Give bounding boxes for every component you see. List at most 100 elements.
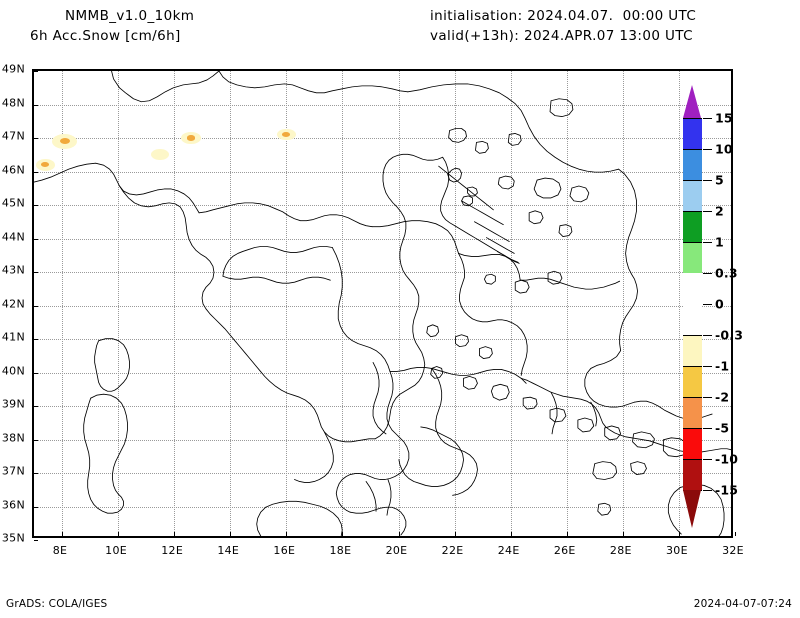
y-axis-tick-label: 43N: [1, 263, 25, 277]
gridline-vertical: [398, 71, 400, 536]
colorbar-tick-label: -15: [715, 482, 739, 498]
y-axis-tick-label: 42N: [1, 297, 25, 310]
colorbar-tick-label: 1: [715, 234, 724, 250]
gridline-horizontal: [34, 339, 731, 340]
gridline-vertical: [622, 71, 624, 536]
colorbar-tick-label: -2: [715, 389, 730, 405]
gridline-vertical: [342, 71, 344, 536]
y-axis-tick-label: 36N: [1, 498, 25, 511]
y-tick-mark: [34, 238, 38, 240]
colorbar-tick-mark: [703, 490, 712, 491]
y-tick-mark: [34, 339, 38, 340]
y-tick-mark: [34, 540, 38, 541]
colorbar-tick-mark: [703, 397, 712, 398]
colorbar-tick-label: 10: [715, 141, 733, 157]
x-tick-mark: [678, 532, 680, 536]
x-tick-mark: [62, 532, 64, 536]
colorbar-tick-label: 5: [715, 172, 724, 188]
x-tick-mark: [286, 532, 288, 536]
colorbar-tick-mark: [703, 180, 712, 181]
x-axis-tick-label: 10E: [105, 544, 128, 557]
colorbar-band: [683, 273, 702, 305]
x-tick-mark: [622, 532, 624, 536]
y-tick-mark: [34, 305, 38, 307]
y-axis-tick-label: 41N: [1, 330, 25, 344]
x-axis-tick-label: 18E: [329, 544, 352, 557]
gridline-horizontal: [34, 372, 731, 374]
x-tick-mark: [342, 532, 344, 536]
colorbar-band: [683, 304, 702, 336]
map-plot-area[interactable]: [32, 69, 736, 541]
initialisation-text: initialisation: 2024.04.07. 00:00 UTC: [430, 8, 697, 24]
colorbar-extend-min: [683, 490, 701, 528]
x-axis-tick-label: 28E: [609, 544, 632, 557]
colorbar-tick-mark: [703, 118, 712, 119]
x-axis-tick-label: 8E: [52, 544, 68, 557]
x-tick-mark: [174, 532, 176, 536]
y-axis-tick-label: 37N: [1, 464, 25, 478]
x-tick-mark: [230, 532, 232, 536]
coastlines-and-borders: [34, 71, 731, 536]
model-title: NMMB_v1.0_10km: [65, 8, 195, 24]
x-tick-mark: [735, 532, 736, 536]
field-title: 6h Acc.Snow [cm/6h]: [30, 28, 181, 44]
valid-time-text: valid(+13h): 2024.APR.07 13:00 UTC: [430, 28, 693, 44]
colorbar-tick-label: 0: [715, 296, 724, 312]
colorbar-tick-label: -5: [715, 420, 730, 436]
x-axis-tick-label: 24E: [497, 544, 520, 557]
y-axis-tick-label: 39N: [1, 397, 25, 411]
colorbar-tick-mark: [703, 366, 712, 367]
y-tick-mark: [34, 104, 38, 106]
x-tick-mark: [118, 532, 120, 536]
x-axis-tick-label: 16E: [273, 544, 296, 557]
header-left-block: NMMB_v1.0_10km 6h Acc.Snow [cm/6h]: [0, 6, 430, 46]
x-tick-mark: [454, 532, 456, 536]
x-axis-tick-label: 14E: [217, 544, 240, 557]
y-axis-tick-label: 38N: [1, 431, 25, 444]
y-tick-mark: [34, 439, 38, 441]
gridline-vertical: [286, 71, 288, 536]
gridline-horizontal: [34, 272, 731, 273]
colorbar-band: [683, 118, 702, 150]
coastline-layer: [34, 71, 731, 536]
x-tick-mark: [398, 532, 400, 536]
colorbar[interactable]: [683, 85, 702, 528]
y-tick-mark: [34, 372, 38, 374]
gridline-horizontal: [34, 439, 731, 441]
y-tick-mark: [34, 205, 38, 206]
x-axis-tick-label: 32E: [722, 544, 744, 557]
colorbar-tick-mark: [703, 459, 712, 460]
colorbar-band: [683, 335, 702, 367]
colorbar-tick-label: -0.3: [715, 327, 744, 343]
y-tick-mark: [34, 506, 38, 508]
x-axis-tick-label: 26E: [553, 544, 576, 557]
gridline-horizontal: [34, 104, 731, 106]
x-axis-tick-label: 22E: [441, 544, 464, 557]
gridline-vertical: [62, 71, 64, 536]
gridline-horizontal: [34, 171, 731, 173]
gridline-horizontal: [34, 473, 731, 474]
colorbar-tick-label: 0.3: [715, 265, 738, 281]
colorbar-tick-label: 15: [715, 110, 733, 126]
colorbar-tick-mark: [703, 149, 712, 150]
gridline-vertical: [566, 71, 568, 536]
gridline-horizontal: [34, 506, 731, 508]
colorbar-tick-mark: [703, 273, 712, 274]
y-axis-tick-label: 48N: [1, 96, 25, 109]
gridline-horizontal: [34, 238, 731, 240]
y-tick-mark: [34, 406, 38, 407]
x-axis-tick-label: 12E: [161, 544, 184, 557]
y-tick-mark: [34, 171, 38, 173]
colorbar-tick-mark: [703, 335, 712, 336]
y-tick-mark: [34, 138, 38, 139]
x-tick-mark: [566, 532, 568, 536]
y-tick-mark: [34, 71, 38, 72]
colorbar-band: [683, 180, 702, 212]
gridline-horizontal: [34, 138, 731, 139]
colorbar-tick-mark: [703, 428, 712, 429]
gridline-horizontal: [34, 205, 731, 206]
y-tick-mark: [34, 473, 38, 474]
colorbar-tick-mark: [703, 304, 712, 305]
colorbar-band: [683, 397, 702, 429]
map-canvas: [34, 71, 731, 536]
